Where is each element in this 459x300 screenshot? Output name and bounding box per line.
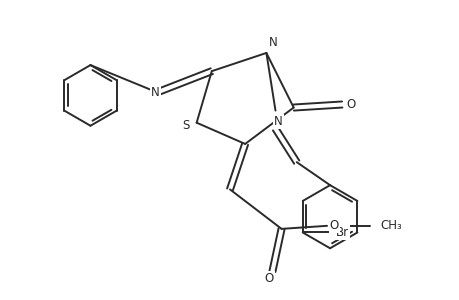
Text: N: N bbox=[269, 36, 277, 49]
Text: O: O bbox=[264, 272, 274, 285]
Text: O: O bbox=[329, 219, 338, 232]
Text: N: N bbox=[151, 86, 159, 99]
Text: O: O bbox=[346, 98, 355, 111]
Text: CH₃: CH₃ bbox=[380, 219, 401, 232]
Text: S: S bbox=[182, 119, 189, 132]
Text: N: N bbox=[274, 115, 282, 128]
Text: Br: Br bbox=[335, 226, 348, 239]
